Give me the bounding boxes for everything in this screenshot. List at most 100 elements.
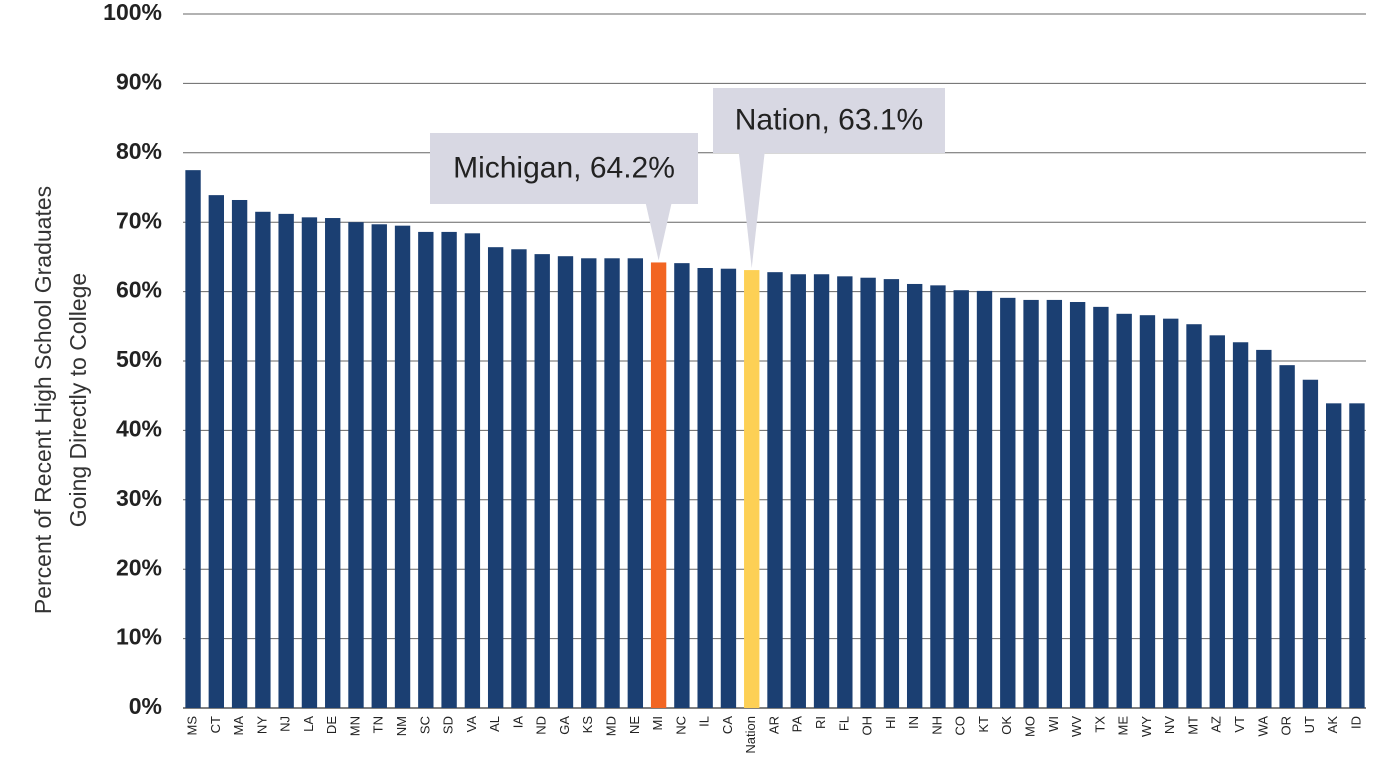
callout-box xyxy=(713,88,945,153)
x-tick-label: OR xyxy=(1279,716,1294,736)
bar xyxy=(255,211,271,709)
x-tick-label: AZ xyxy=(1209,716,1224,733)
x-tick-label: CO xyxy=(953,716,968,736)
x-tick-label: NH xyxy=(929,716,944,735)
x-tick-label: Nation xyxy=(743,716,758,754)
bar xyxy=(231,199,248,708)
x-tick-label: WI xyxy=(1046,716,1061,732)
x-tick-label: RI xyxy=(813,716,828,729)
x-tick-label: NJ xyxy=(278,716,293,732)
bar xyxy=(1000,297,1016,708)
x-tick-label: KS xyxy=(580,716,595,734)
bar xyxy=(581,258,597,708)
y-tick-label: 0% xyxy=(129,693,162,719)
bar xyxy=(418,231,434,708)
y-tick-label: 60% xyxy=(116,277,162,303)
bar xyxy=(930,285,946,708)
x-tick-label: NV xyxy=(1162,716,1177,734)
x-tick-label: CA xyxy=(720,716,735,734)
x-tick-label: TN xyxy=(371,716,386,733)
x-tick-label: ID xyxy=(1348,716,1363,729)
bar xyxy=(208,195,224,708)
x-tick-label: LA xyxy=(301,716,316,732)
y-tick-label: 50% xyxy=(116,346,162,372)
x-tick-label: WV xyxy=(1069,716,1084,737)
x-tick-label: HI xyxy=(883,716,898,729)
x-tick-label: IL xyxy=(697,716,712,727)
callout-pointer xyxy=(738,152,765,269)
y-tick-label: 20% xyxy=(116,554,162,580)
bar xyxy=(1256,349,1272,708)
x-tick-label: IN xyxy=(906,716,921,729)
annotation: Michigan, 64.2% xyxy=(453,151,675,184)
bar xyxy=(720,268,737,708)
x-tick-label: AR xyxy=(766,716,781,734)
bar xyxy=(464,233,481,708)
x-tick-label: TX xyxy=(1092,716,1107,733)
x-tick-label: VT xyxy=(1232,716,1247,733)
x-tick-label: MT xyxy=(1185,716,1200,735)
bar xyxy=(650,262,667,708)
x-tick-label: VA xyxy=(464,716,479,733)
bar xyxy=(604,258,620,708)
bar xyxy=(1116,313,1132,708)
bar xyxy=(627,258,644,708)
bar xyxy=(1139,315,1156,708)
annotation: Nation, 63.1% xyxy=(735,103,923,136)
bar xyxy=(790,274,806,708)
x-tick-label: ND xyxy=(534,716,549,735)
bar xyxy=(534,254,550,708)
x-tick-label: DE xyxy=(324,716,339,734)
x-tick-label: WA xyxy=(1255,716,1270,737)
y-tick-label: 100% xyxy=(103,0,162,25)
bar xyxy=(906,283,923,708)
x-tick-label: MA xyxy=(231,716,246,736)
x-tick-label: MD xyxy=(603,716,618,736)
y-tick-label: 70% xyxy=(116,207,162,233)
bar xyxy=(953,290,969,708)
x-tick-label: UT xyxy=(1302,716,1317,733)
bar xyxy=(976,290,993,708)
x-tick-label: NC xyxy=(673,716,688,735)
bar xyxy=(837,276,853,708)
y-tick-label: 30% xyxy=(116,485,162,511)
bar xyxy=(1093,306,1109,708)
y-axis-label: Percent of Recent High School Graduates xyxy=(30,186,56,614)
bar xyxy=(1302,379,1319,708)
bar xyxy=(278,213,294,708)
y-tick-label: 80% xyxy=(116,138,162,164)
x-tick-label: NY xyxy=(254,716,269,734)
y-axis-label: Going Directly to College xyxy=(65,273,91,527)
bar xyxy=(674,263,690,708)
bar xyxy=(1023,299,1039,708)
x-tick-label: OK xyxy=(999,716,1014,735)
x-tick-label: MI xyxy=(650,716,665,730)
x-tick-label: OH xyxy=(860,716,875,736)
bar xyxy=(1163,318,1179,708)
x-tick-label: GA xyxy=(557,716,572,735)
bar xyxy=(185,170,201,708)
x-tick-label: WY xyxy=(1139,716,1154,737)
bar xyxy=(348,222,364,708)
x-tick-label: IA xyxy=(510,716,525,729)
x-tick-label: PA xyxy=(790,716,805,733)
bar xyxy=(441,231,457,708)
bar xyxy=(394,225,411,709)
bar xyxy=(511,249,527,709)
x-tick-label: SC xyxy=(417,716,432,734)
x-tick-label: FL xyxy=(836,716,851,731)
bar xyxy=(697,268,713,708)
y-tick-label: 40% xyxy=(116,415,162,441)
bar xyxy=(1069,302,1086,708)
bar xyxy=(557,256,574,708)
x-tick-label: MS xyxy=(184,716,199,736)
bar xyxy=(487,247,504,708)
x-tick-label: ME xyxy=(1116,716,1131,736)
bar xyxy=(860,277,876,708)
x-tick-label: MN xyxy=(347,716,362,736)
x-tick-label: CT xyxy=(208,716,223,733)
callout-pointer xyxy=(645,203,672,261)
x-tick-label: MO xyxy=(1023,716,1038,737)
bar xyxy=(325,218,341,708)
